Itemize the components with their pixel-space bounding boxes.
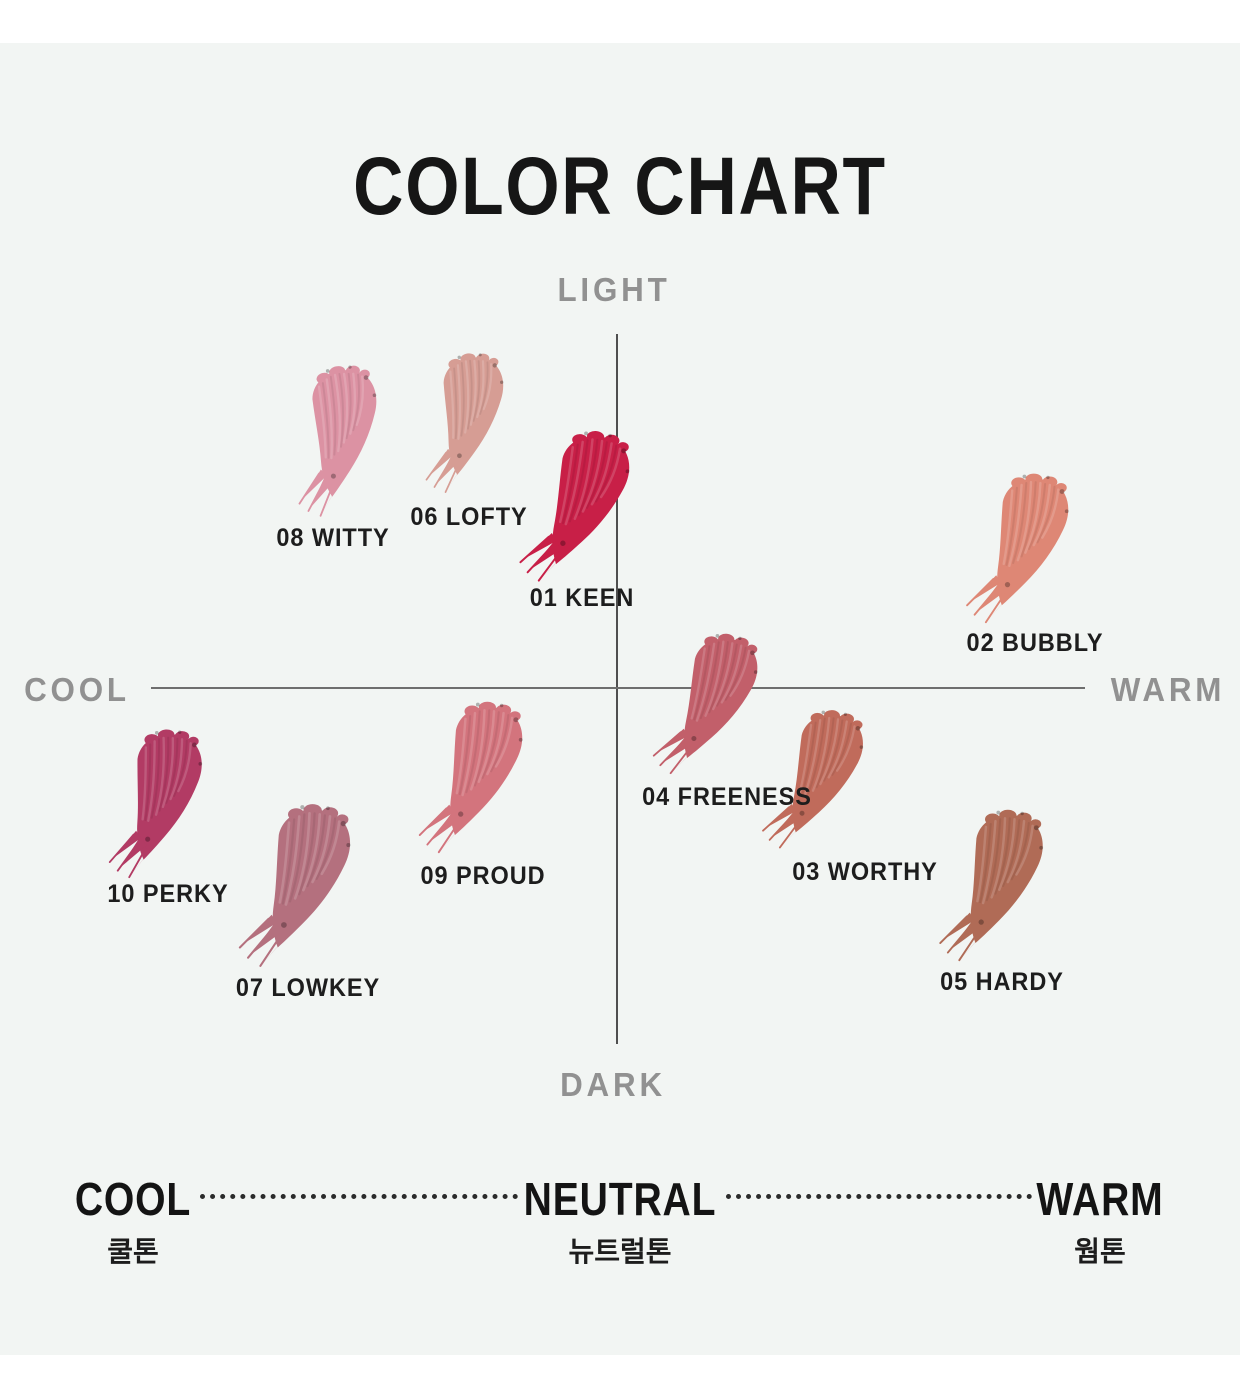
legend-dotted-line-right (726, 1194, 1032, 1199)
shade-label-03-worthy: 03 WORTHY (792, 858, 938, 886)
legend-cool-korean: 쿨톤 (107, 1236, 159, 1267)
axis-label-light: LIGHT (557, 271, 671, 308)
lipstick-swatch-09-proud (413, 696, 556, 856)
legend-dotted-line-left (200, 1194, 518, 1199)
shade-label-07-lowkey: 07 LOWKEY (235, 974, 381, 1002)
horizontal-axis-line (151, 687, 1085, 689)
lipstick-swatch-08-witty (266, 358, 430, 521)
shade-label-08-witty: 08 WITTY (276, 524, 390, 552)
chart-panel-background (0, 43, 1240, 1355)
legend-warm-label: WARM (1036, 1173, 1164, 1225)
legend-warm-korean: 웜톤 (1074, 1236, 1126, 1267)
shade-label-04-freeness: 04 FREENESS (642, 783, 812, 811)
shade-label-06-lofty: 06 LOFTY (410, 503, 528, 531)
lipstick-swatch-05-hardy (930, 804, 1080, 964)
axis-label-warm: WARM (1110, 671, 1226, 708)
page-title: COLOR CHART (353, 141, 887, 232)
shade-label-02-bubbly: 02 BUBBLY (966, 629, 1104, 657)
lipstick-swatch-04-freeness (650, 628, 788, 780)
shade-label-05-hardy: 05 HARDY (940, 968, 1064, 996)
shade-label-10-perky: 10 PERKY (107, 880, 229, 908)
axis-label-cool: COOL (24, 671, 130, 708)
vertical-axis-line (616, 334, 618, 1044)
legend-neutral-korean: 뉴트럴톤 (568, 1236, 672, 1267)
legend-neutral-label: NEUTRAL (523, 1173, 717, 1225)
lipstick-swatch-07-lowkey (236, 798, 383, 970)
axis-label-dark: DARK (560, 1066, 666, 1103)
legend-cool-label: COOL (74, 1173, 192, 1225)
lipstick-swatch-10-perky (93, 724, 243, 880)
lipstick-swatch-02-bubbly (956, 468, 1106, 626)
shade-label-09-proud: 09 PROUD (420, 862, 546, 890)
shade-label-01-keen: 01 KEEN (529, 584, 635, 612)
